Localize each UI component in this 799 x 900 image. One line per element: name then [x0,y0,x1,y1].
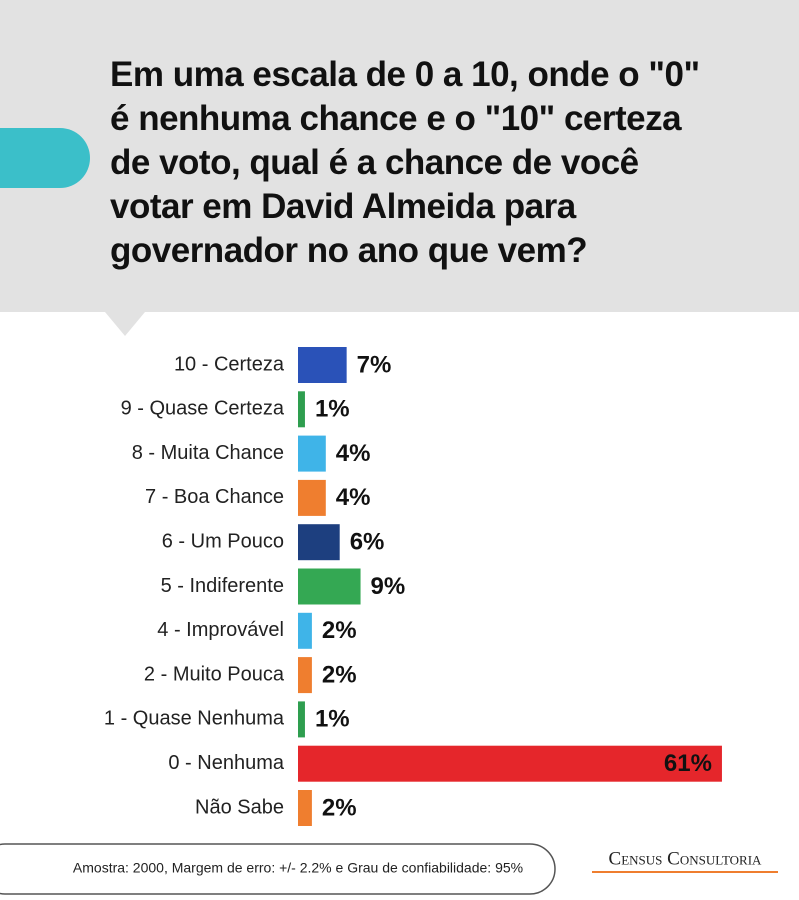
category-label: 6 - Um Pouco [162,530,284,552]
source: Census Consultoria [609,848,763,869]
note: Amostra: 2000, Margem de erro: +/- 2.2% … [73,860,523,876]
bar [298,347,347,383]
value-label: 1% [315,706,350,733]
value-label: 61% [664,750,712,777]
title-line: Em uma escala de 0 a 10, onde o "0" [110,55,700,94]
category-label: 5 - Indiferente [161,575,284,597]
note-box [0,843,556,895]
tab [0,128,90,188]
category-label: 0 - Nenhuma [168,752,284,774]
bar [298,790,312,826]
category-label: 2 - Muito Pouca [144,663,285,685]
category-label: 4 - Improvável [157,619,284,641]
title-line: votar em David Almeida para [110,187,577,226]
value-label: 6% [350,529,385,556]
value-label: 7% [357,351,392,378]
body-bg [0,312,799,900]
bar [298,391,305,428]
category-label: 7 - Boa Chance [145,486,284,508]
bar [298,435,326,472]
bar [298,479,326,516]
pointer [105,312,145,336]
title-line: é nenhuma chance e o "10" certeza [110,99,682,138]
value-label: 4% [336,484,371,511]
bar [298,745,722,782]
category-label: 9 - Quase Certeza [121,398,285,420]
bar [298,657,312,694]
value-label: 2% [322,794,357,821]
header-bg [0,0,799,312]
bar [298,701,305,738]
value-label: 2% [322,617,357,644]
category-label: 1 - Quase Nenhuma [104,708,285,730]
value-label: 9% [371,573,406,600]
category-label: 10 - Certeza [174,353,285,375]
value-label: 1% [315,396,350,423]
category-label: 8 - Muita Chance [132,442,284,464]
title-line: de voto, qual é a chance de você [110,143,639,182]
title-line: governador no ano que vem? [110,231,587,270]
category-label: Não Sabe [195,796,284,818]
bar [298,612,312,649]
bar [298,524,340,561]
value-label: 2% [322,661,357,688]
value-label: 4% [336,440,371,467]
bar [298,568,361,605]
